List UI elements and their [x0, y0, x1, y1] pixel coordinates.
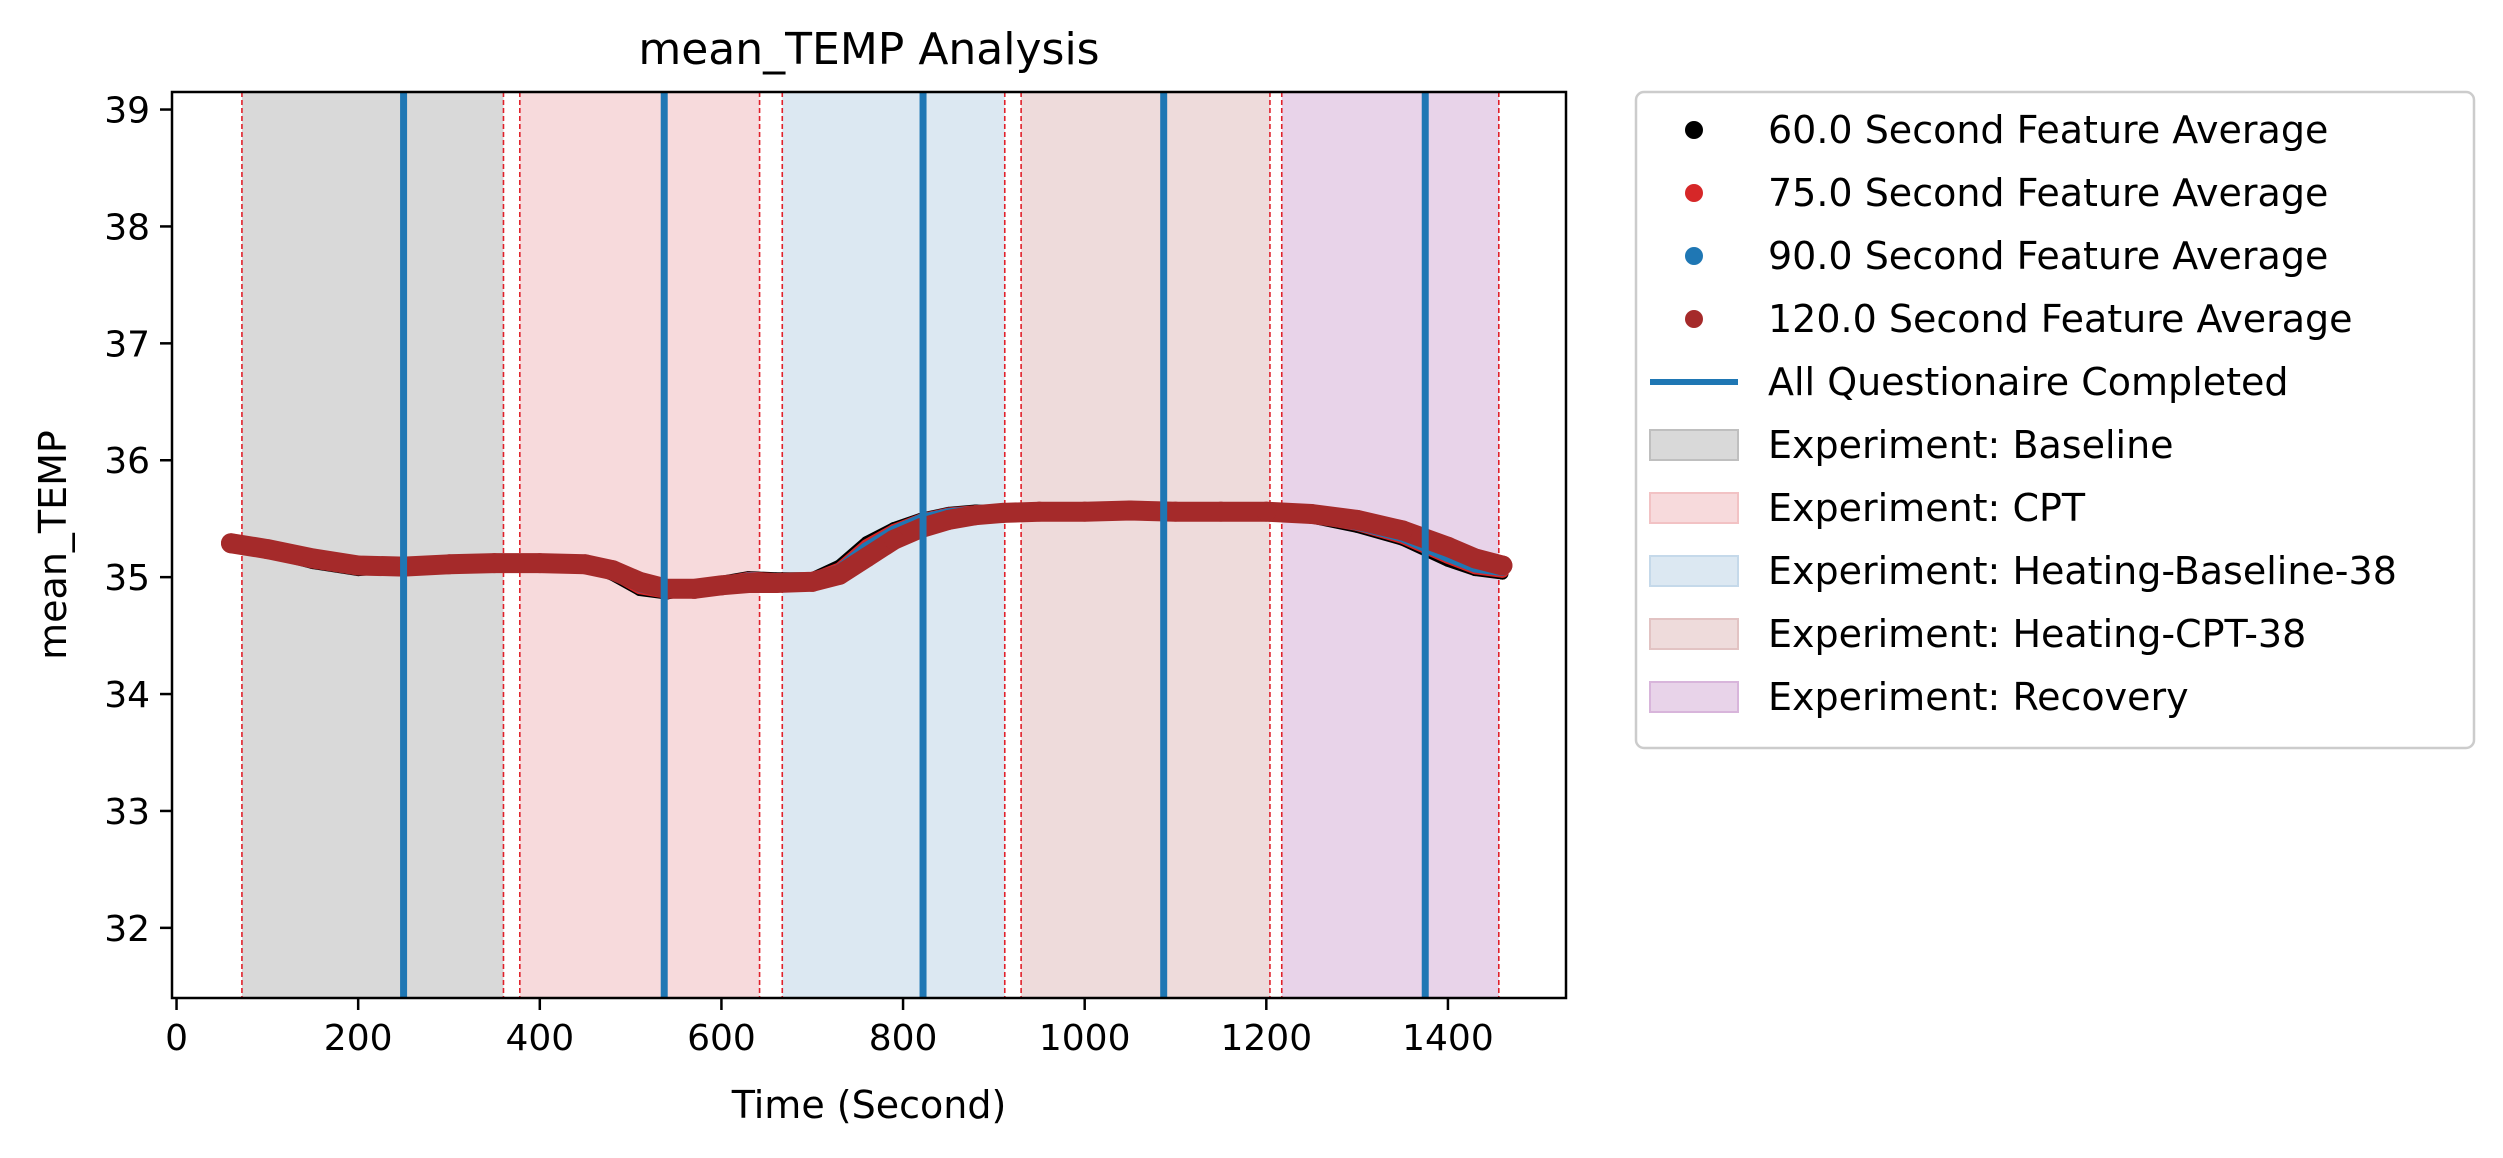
- experiment-bands: [241, 92, 1499, 998]
- series-point-3-17: [829, 564, 850, 585]
- legend-entry-0: 60.0 Second Feature Average: [1685, 108, 2328, 152]
- series-point-3-6: [484, 553, 505, 574]
- x-tick-label-3: 600: [687, 1018, 756, 1059]
- series-point-3-7: [529, 553, 550, 574]
- y-tick-label-0: 32: [104, 909, 150, 950]
- y-tick-label-1: 33: [104, 792, 150, 833]
- series-point-3-26: [1120, 500, 1141, 521]
- legend-label-3: 120.0 Second Feature Average: [1768, 297, 2353, 341]
- legend-entry-3: 120.0 Second Feature Average: [1685, 297, 2353, 341]
- x-tick-label-1: 200: [324, 1018, 393, 1059]
- x-tick-label-7: 1400: [1402, 1018, 1494, 1059]
- legend-marker-7: [1649, 555, 1739, 587]
- legend-frame: [1634, 90, 2476, 750]
- series-point-3-34: [1465, 548, 1486, 569]
- plot-frame: [170, 90, 1568, 1000]
- y-tick-label-3: 35: [104, 558, 150, 599]
- series-point-3-1: [257, 539, 278, 560]
- legend-marker-3: [1685, 310, 1703, 328]
- legend-marker-1: [1685, 184, 1703, 202]
- series-point-3-12: [684, 578, 705, 599]
- series-point-3-13: [711, 575, 732, 596]
- legend-entry-4: All Questionaire Completed: [1650, 360, 2289, 404]
- legend-entry-7: Experiment: Heating-Baseline-38: [1649, 549, 2397, 593]
- series-point-3-29: [1256, 501, 1277, 522]
- experiment-band-3: [1021, 92, 1270, 998]
- x-tick-label-0: 0: [165, 1018, 188, 1059]
- legend-entry-1: 75.0 Second Feature Average: [1685, 171, 2328, 215]
- legend-label-7: Experiment: Heating-Baseline-38: [1768, 549, 2397, 593]
- x-tick-label-4: 800: [869, 1018, 938, 1059]
- series-point-3-15: [765, 572, 786, 593]
- x-tick-label-5: 1000: [1039, 1018, 1131, 1059]
- series-point-3-31: [1347, 509, 1368, 530]
- series-point-3-19: [883, 529, 904, 550]
- y-tick-label-4: 36: [104, 441, 150, 482]
- legend-marker-8: [1649, 618, 1739, 650]
- legend-label-4: All Questionaire Completed: [1768, 360, 2289, 404]
- x-axis: 0 200 400 600 800 1000 1200 1400: [165, 998, 1494, 1059]
- legend-entry-5: Experiment: Baseline: [1649, 423, 2174, 467]
- series-point-3-3: [348, 555, 369, 576]
- phase-boundary-lines: [241, 92, 1500, 998]
- series-point-3-27: [1165, 501, 1186, 522]
- series-point-3-2: [302, 548, 323, 569]
- legend-label-5: Experiment: Baseline: [1768, 423, 2174, 467]
- legend-entry-6: Experiment: CPT: [1649, 486, 2086, 530]
- y-tick-label-5: 37: [104, 324, 150, 365]
- chart-title: mean_TEMP Analysis: [638, 24, 1099, 75]
- series-point-3-32: [1392, 520, 1413, 541]
- series-point-3-9: [602, 560, 623, 581]
- legend: 60.0 Second Feature Average 75.0 Second F…: [1634, 90, 2476, 750]
- series-point-3-33: [1437, 536, 1458, 557]
- series-point-3-0: [221, 533, 242, 554]
- y-tick-label-6: 38: [104, 207, 150, 248]
- legend-entry-2: 90.0 Second Feature Average: [1685, 234, 2328, 278]
- legend-marker-5: [1649, 429, 1739, 461]
- legend-entry-8: Experiment: Heating-CPT-38: [1649, 612, 2306, 656]
- series-point-3-23: [992, 502, 1013, 523]
- y-tick-label-2: 34: [104, 675, 150, 716]
- series-point-3-16: [802, 571, 823, 592]
- series-point-3-25: [1074, 501, 1095, 522]
- series-point-3-5: [438, 554, 459, 575]
- x-tick-label-2: 400: [505, 1018, 574, 1059]
- legend-label-1: 75.0 Second Feature Average: [1768, 171, 2328, 215]
- series-point-3-30: [1301, 504, 1322, 525]
- y-axis: 32 33 34 35 36 37 38 39: [104, 91, 172, 950]
- series-point-3-35: [1492, 555, 1513, 576]
- legend-entry-9: Experiment: Recovery: [1649, 675, 2189, 719]
- series-point-3-8: [575, 554, 596, 575]
- legend-label-2: 90.0 Second Feature Average: [1768, 234, 2328, 278]
- series-point-3-14: [738, 572, 759, 593]
- y-tick-label-7: 39: [104, 91, 150, 132]
- experiment-band-1: [519, 92, 760, 998]
- legend-marker-6: [1649, 492, 1739, 524]
- legend-marker-0: [1685, 121, 1703, 139]
- series-layer: [221, 500, 1513, 600]
- series-point-3-18: [856, 547, 877, 568]
- series-point-3-24: [1029, 501, 1050, 522]
- x-axis-label: Time (Second): [731, 1083, 1007, 1127]
- series-point-3-22: [965, 505, 986, 526]
- y-axis-label: mean_TEMP: [31, 430, 75, 660]
- legend-label-9: Experiment: Recovery: [1768, 675, 2189, 719]
- legend-marker-9: [1649, 681, 1739, 713]
- legend-label-8: Experiment: Heating-CPT-38: [1768, 612, 2306, 656]
- series-point-3-21: [938, 509, 959, 530]
- x-tick-label-6: 1200: [1221, 1018, 1313, 1059]
- series-point-3-10: [629, 571, 650, 592]
- legend-label-6: Experiment: CPT: [1768, 486, 2086, 530]
- legend-marker-2: [1685, 247, 1703, 265]
- questionnaire-lines: [400, 92, 1429, 998]
- series-point-3-28: [1210, 501, 1231, 522]
- legend-label-0: 60.0 Second Feature Average: [1768, 108, 2328, 152]
